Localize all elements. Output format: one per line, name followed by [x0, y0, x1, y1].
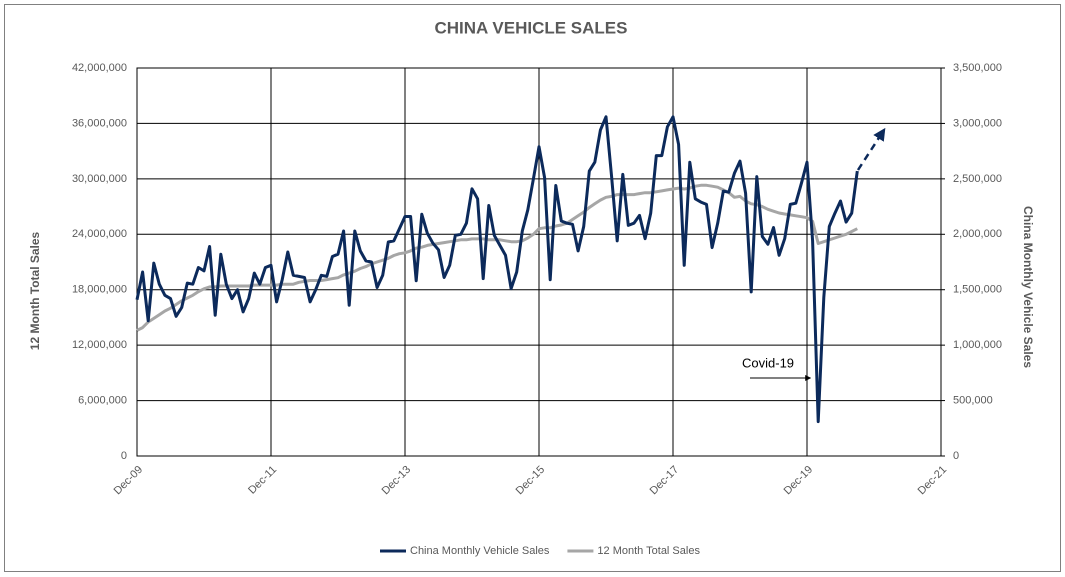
y-tick-label: 30,000,000: [72, 173, 127, 185]
y-tick-label: 12,000,000: [72, 339, 127, 351]
y2-tick-label: 3,500,000: [953, 62, 1002, 74]
y2-tick-label: 0: [953, 450, 959, 462]
y-tick-label: 18,000,000: [72, 284, 127, 296]
y2-tick-label: 500,000: [953, 394, 993, 406]
plot-border: [136, 67, 942, 457]
y-axis-title: 12 Month Total Sales: [28, 231, 42, 350]
y2-tick-label: 2,000,000: [953, 228, 1002, 240]
frame: [4, 4, 1061, 572]
y-tick-label: 6,000,000: [78, 394, 127, 406]
series-line: [135, 115, 859, 424]
y2-tick-label: 1,500,000: [953, 284, 1002, 296]
y2-axis-title: China Monthly Vehicle Sales: [1021, 206, 1035, 368]
chart-title: CHINA VEHICLE SALES: [434, 18, 627, 37]
y-tick-label: 42,000,000: [72, 62, 127, 74]
trend-arrow: [856, 127, 886, 171]
y2-tick-label: 1,000,000: [953, 339, 1002, 351]
annotation: Covid-19: [742, 355, 794, 370]
y-tick-label: 0: [121, 450, 127, 462]
legend-label: China Monthly Vehicle Sales: [410, 545, 550, 557]
y-tick-label: 36,000,000: [72, 117, 127, 129]
y2-tick-label: 3,000,000: [953, 117, 1002, 129]
legend: China Monthly Vehicle Sales 12 Month Tota…: [380, 545, 700, 557]
y2-tick-label: 2,500,000: [953, 173, 1002, 185]
y-tick-label: 24,000,000: [72, 228, 127, 240]
legend-label: 12 Month Total Sales: [597, 545, 700, 557]
plot-area: [135, 67, 945, 457]
